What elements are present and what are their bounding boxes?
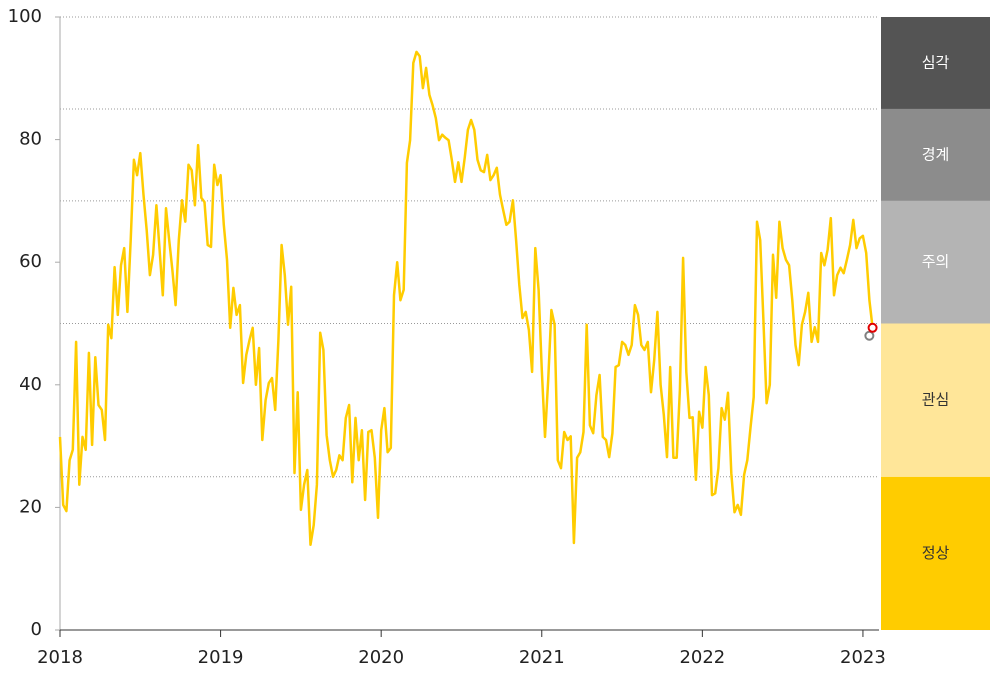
y-tick-label: 60 (19, 251, 42, 272)
x-tick-label: 2022 (679, 647, 725, 668)
x-tick-label: 2019 (198, 647, 244, 668)
band-label: 관심 (922, 391, 950, 409)
band-label: 심각 (922, 53, 950, 71)
y-tick-label: 100 (8, 6, 42, 27)
band-label: 경계 (922, 145, 950, 163)
y-tick-label: 40 (19, 374, 42, 395)
end-marker (864, 330, 875, 341)
x-tick-label: 2021 (519, 647, 565, 668)
band-label: 정상 (922, 544, 950, 562)
band (881, 108, 990, 201)
line (58, 50, 874, 547)
y-tick-label: 20 (19, 496, 42, 517)
band (881, 200, 990, 324)
end-marker (867, 322, 878, 333)
y-tick-label: 0 (31, 619, 42, 640)
x-tick-label: 2018 (37, 647, 83, 668)
x-tick-label: 2020 (358, 647, 404, 668)
band (881, 323, 990, 477)
band (881, 476, 990, 630)
x-tick-label: 2023 (840, 647, 886, 668)
band-label: 주의 (922, 253, 950, 271)
y-tick-label: 80 (19, 129, 42, 150)
band (881, 17, 990, 109)
